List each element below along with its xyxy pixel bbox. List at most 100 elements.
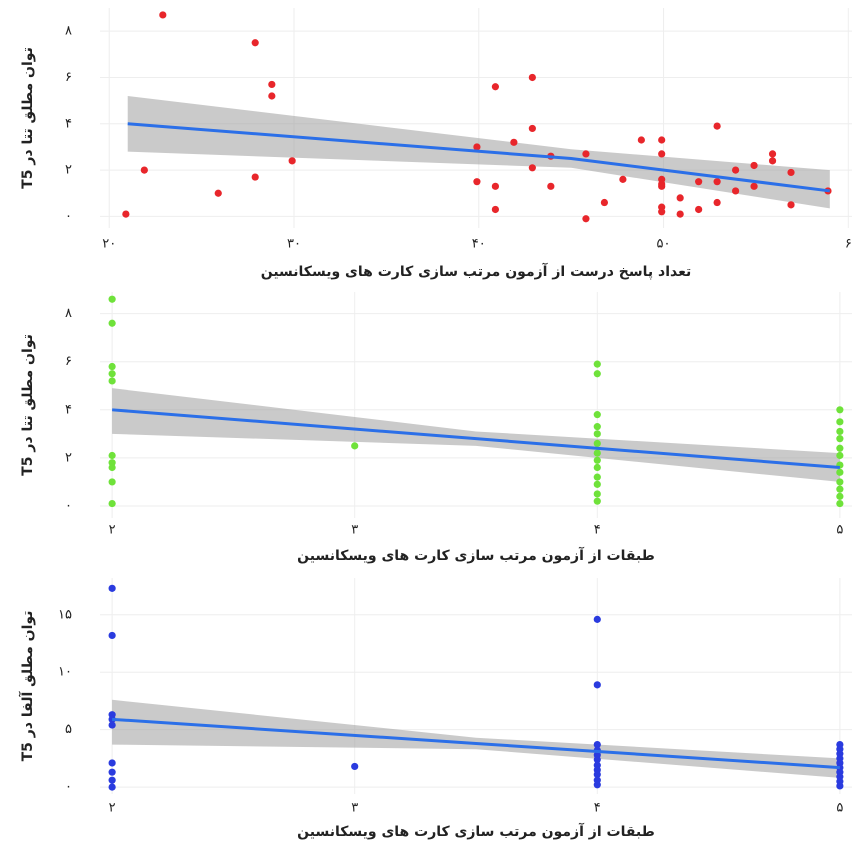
point: [658, 136, 666, 144]
point: [695, 178, 703, 186]
point: [491, 83, 500, 91]
y-tick-label: ۸: [65, 306, 72, 321]
point: [351, 762, 359, 771]
x-axis-title: تعداد پاسخ درست از آزمون مرتب سازی کارت …: [261, 262, 692, 280]
point: [658, 182, 666, 190]
y-tick-label: ۶: [65, 70, 72, 85]
point: [593, 490, 601, 498]
point: [593, 411, 601, 419]
y-tick-label: ۱۵: [58, 607, 72, 622]
point: [593, 480, 601, 488]
point: [619, 175, 627, 183]
point: [108, 362, 116, 371]
point: [637, 136, 645, 144]
point: [695, 205, 703, 214]
point: [836, 406, 844, 414]
point: [658, 208, 666, 216]
point: [713, 122, 721, 130]
point: [473, 178, 481, 186]
point: [787, 168, 795, 177]
point: [108, 463, 116, 472]
point: [836, 478, 844, 486]
point: [593, 473, 601, 481]
point: [159, 11, 167, 19]
point: [108, 295, 116, 303]
x-tick-label: ۶: [845, 237, 852, 252]
x-tick-label: ۴: [594, 523, 601, 538]
point: [593, 781, 601, 789]
point: [593, 439, 601, 448]
point: [731, 187, 740, 195]
point: [836, 485, 844, 493]
point: [593, 740, 601, 749]
point: [288, 157, 296, 165]
point: [836, 444, 844, 452]
point: [836, 782, 844, 790]
x-tick-label: ۴۰: [472, 237, 486, 252]
point: [108, 319, 116, 327]
point: [510, 138, 518, 146]
point: [268, 80, 276, 89]
x-tick-label: ۳: [351, 523, 358, 538]
point: [528, 124, 536, 133]
point: [582, 150, 590, 158]
point: [593, 449, 601, 457]
point: [251, 173, 259, 181]
point: [108, 478, 116, 486]
point: [731, 166, 740, 174]
point: [491, 205, 500, 214]
point: [593, 770, 601, 779]
regression-line: [112, 717, 840, 770]
point: [108, 631, 116, 640]
point: [214, 189, 222, 197]
point: [547, 182, 555, 190]
point: [528, 164, 536, 172]
point: [108, 721, 116, 729]
x-tick-label: ۵: [836, 523, 843, 538]
point: [836, 492, 844, 500]
point: [108, 759, 116, 767]
point: [528, 73, 536, 82]
regression-line: [127, 122, 831, 193]
point: [593, 681, 601, 689]
x-tick-label: ۲: [109, 801, 116, 816]
point: [108, 584, 116, 592]
x-tick-label: ۲: [109, 523, 116, 538]
y-tick-label: ۶: [65, 354, 72, 369]
point: [768, 150, 777, 158]
x-tick-label: ۳: [351, 801, 358, 816]
confidence-band: [112, 699, 840, 778]
point: [593, 615, 601, 623]
point: [836, 435, 844, 443]
y-tick-label: ۲: [65, 450, 72, 465]
y-tick-label: ۲: [65, 163, 72, 178]
y-tick-label: ۰: [65, 209, 72, 224]
point: [836, 499, 844, 508]
point: [108, 370, 116, 378]
point: [836, 418, 844, 426]
point: [593, 430, 601, 438]
point: [593, 370, 601, 378]
y-tick-label: ۵: [65, 722, 72, 737]
x-tick-label: ۵: [836, 801, 843, 816]
point: [593, 755, 601, 764]
x-tick-label: ۴: [594, 801, 601, 816]
y-tick-label: ۱۰: [58, 665, 72, 680]
point: [108, 451, 116, 460]
confidence-band: [112, 388, 840, 482]
point: [836, 427, 844, 436]
point: [108, 377, 116, 385]
point: [268, 92, 276, 100]
point: [787, 201, 795, 209]
point: [140, 166, 148, 174]
point: [750, 182, 758, 190]
point: [836, 451, 844, 460]
y-tick-label: ۴: [65, 402, 72, 417]
y-tick-label: ۰: [65, 780, 72, 795]
point: [108, 499, 116, 508]
point: [473, 143, 481, 151]
x-tick-label: ۲۰: [102, 237, 116, 252]
x-axis-title: طبقات از آزمون مرتب سازی کارت های ویسکان…: [297, 546, 655, 564]
point: [658, 150, 666, 158]
